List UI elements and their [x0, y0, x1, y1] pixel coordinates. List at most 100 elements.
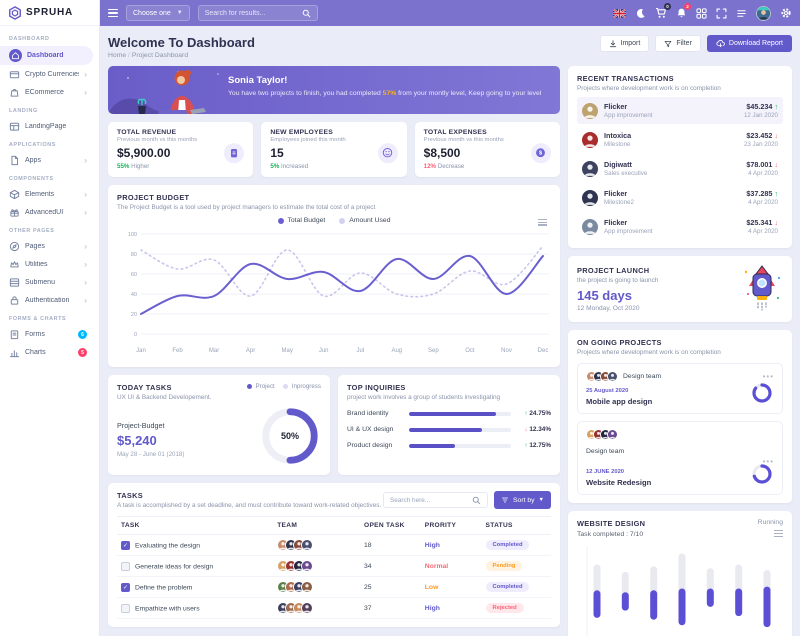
team-avatars [277, 602, 356, 614]
header-buttons: Import Filter Download Report [599, 35, 792, 52]
sidebar-item-charts[interactable]: Charts 5 [0, 344, 93, 361]
project-budget-card: PROJECT BUDGET The Project Budget is a t… [108, 185, 560, 367]
team-avatars [277, 581, 356, 593]
sidebar-item-authentication[interactable]: Authentication › [0, 292, 93, 309]
import-button[interactable]: Import [599, 35, 650, 52]
sidebar-item-submenu[interactable]: Submenu › [0, 274, 93, 291]
avatar [301, 581, 314, 593]
breadcrumb-home[interactable]: Home [108, 52, 127, 59]
svg-text:May: May [282, 348, 293, 354]
tasks-search-input[interactable] [390, 496, 468, 504]
box-icon [9, 189, 20, 200]
project-launch-card: PROJECT LAUNCH the project is going to l… [568, 256, 792, 322]
sidebar-item-elements[interactable]: Elements › [0, 186, 93, 203]
inquiries-list: Brand identity ↑ 24.75% UI & UX design ↓… [347, 410, 551, 449]
sidebar-item-dashboard[interactable]: Dashboard [0, 46, 93, 65]
global-search-input[interactable] [204, 9, 297, 17]
sidebar-item-ecommerce[interactable]: ECommerce › [0, 84, 93, 101]
dark-mode-moon-icon[interactable] [635, 8, 646, 19]
sidebar-nav: DASHBOARD Dashboard Crypto Currencies › ECom… [0, 26, 99, 361]
svg-text:100: 100 [128, 232, 137, 238]
expense-icon: $ [530, 142, 551, 163]
list-icon [9, 277, 20, 288]
avatar [301, 560, 314, 572]
sidebar-item-advancedui[interactable]: AdvancedUI › [0, 204, 93, 221]
tasks-search[interactable] [383, 492, 488, 508]
sidebar-item-landingpage[interactable]: LandingPage [0, 118, 93, 135]
sort-by-button[interactable]: Sort by ▼ [494, 491, 551, 509]
banner-illustration [108, 70, 219, 114]
avatar [582, 218, 598, 235]
sidebar-item-apps[interactable]: Apps › [0, 152, 93, 169]
more-options-icon[interactable]: ••• [762, 371, 774, 381]
category-select[interactable]: Choose one ▼ [126, 5, 190, 21]
user-avatar[interactable] [756, 5, 771, 21]
svg-text:Mar: Mar [209, 348, 219, 354]
chevron-right-icon: › [84, 241, 87, 251]
brand-logo[interactable]: SPRUHA [0, 0, 99, 26]
sidebar: SPRUHA DASHBOARD Dashboard Crypto Currenci… [0, 0, 100, 636]
task-checkbox[interactable]: ✓ [121, 540, 130, 550]
global-search[interactable] [197, 5, 318, 21]
cart-icon[interactable]: 0 [655, 3, 671, 19]
home-icon [9, 49, 22, 62]
budget-legend: Total Budget Amount Used [117, 217, 551, 226]
sidebar-section-label: DASHBOARD [9, 36, 50, 42]
breadcrumb-current: Project Dashboard [131, 52, 189, 59]
launch-countdown: 145 days [577, 288, 632, 303]
settings-gear-icon[interactable] [780, 7, 792, 19]
chevron-down-icon: ▼ [538, 497, 544, 503]
brand-hexagon-icon [9, 5, 21, 20]
svg-text:Dec: Dec [538, 348, 549, 354]
apps-grid-icon[interactable] [696, 7, 707, 19]
task-list-icon[interactable] [736, 8, 747, 19]
banner-greeting: Sonia Taylor! [228, 75, 288, 86]
project-progress-donut [752, 383, 772, 403]
navbar-actions: 0 2 [613, 3, 792, 21]
menu-toggle-icon[interactable] [108, 8, 118, 18]
fullscreen-icon[interactable] [716, 8, 727, 19]
task-checkbox[interactable]: ✓ [121, 582, 130, 592]
filter-icon [664, 40, 672, 47]
svg-text:60: 60 [131, 272, 137, 278]
col-task: TASK [117, 516, 274, 535]
clipboard-icon [9, 329, 20, 340]
sidebar-section-label: LANDING [9, 108, 38, 114]
chevron-right-icon: › [84, 277, 87, 287]
sidebar-item-utilities[interactable]: Utilities › [0, 256, 93, 273]
task-row: ✓ Define the problem 25 Low Completed [117, 576, 551, 598]
sidebar-item-forms[interactable]: Forms 6 [0, 326, 93, 343]
transaction-row: Flicker App improvement $25.341 ↓ 4 Apr … [577, 213, 783, 240]
tasks-table: TASK TEAM OPEN TASK PRORITY STATUS ✓ Eval… [117, 516, 551, 619]
col-open-task: OPEN TASK [360, 516, 421, 535]
sidebar-item-crypto-currencies[interactable]: Crypto Currencies › [0, 66, 93, 83]
search-icon[interactable] [302, 9, 311, 18]
more-options-icon[interactable]: ••• [762, 457, 774, 466]
language-flag-icon[interactable] [613, 8, 626, 18]
task-checkbox[interactable]: ✓ [121, 603, 130, 613]
project-launch-title: PROJECT LAUNCH [577, 266, 650, 275]
filter-button[interactable]: Filter [655, 35, 701, 52]
svg-text:0: 0 [134, 332, 137, 338]
svg-text:Feb: Feb [172, 348, 183, 354]
search-icon[interactable] [472, 496, 481, 505]
sidebar-item-pages[interactable]: Pages › [0, 238, 93, 255]
task-checkbox[interactable]: ✓ [121, 561, 130, 571]
download-report-button[interactable]: Download Report [706, 35, 792, 52]
avatar [301, 602, 314, 614]
team-avatars [277, 560, 356, 572]
avatar [285, 560, 298, 572]
rocket-illustration [744, 265, 781, 311]
right-column: RECENT TRANSACTIONS Projects where devel… [568, 66, 792, 636]
avatar [582, 189, 598, 206]
amount-used-legend-dot [339, 217, 346, 224]
stats-row: TOTAL REVENUE Previous month vs this mon… [108, 122, 560, 177]
transaction-row: Digiwatt Sales executive $78.001 ↓ 4 Apr… [577, 155, 783, 182]
budget-chart-menu-icon[interactable] [536, 217, 549, 228]
ongoing-project-card: Design team ••• 12 JUNE 2020 Website Red… [577, 421, 783, 496]
website-chart-menu-icon[interactable] [758, 530, 783, 537]
chevron-down-icon: ▼ [176, 10, 183, 16]
breadcrumb: Home Project Dashboard [108, 52, 255, 59]
running-status: Running [757, 519, 783, 527]
notifications-bell-icon[interactable]: 2 [676, 3, 691, 19]
